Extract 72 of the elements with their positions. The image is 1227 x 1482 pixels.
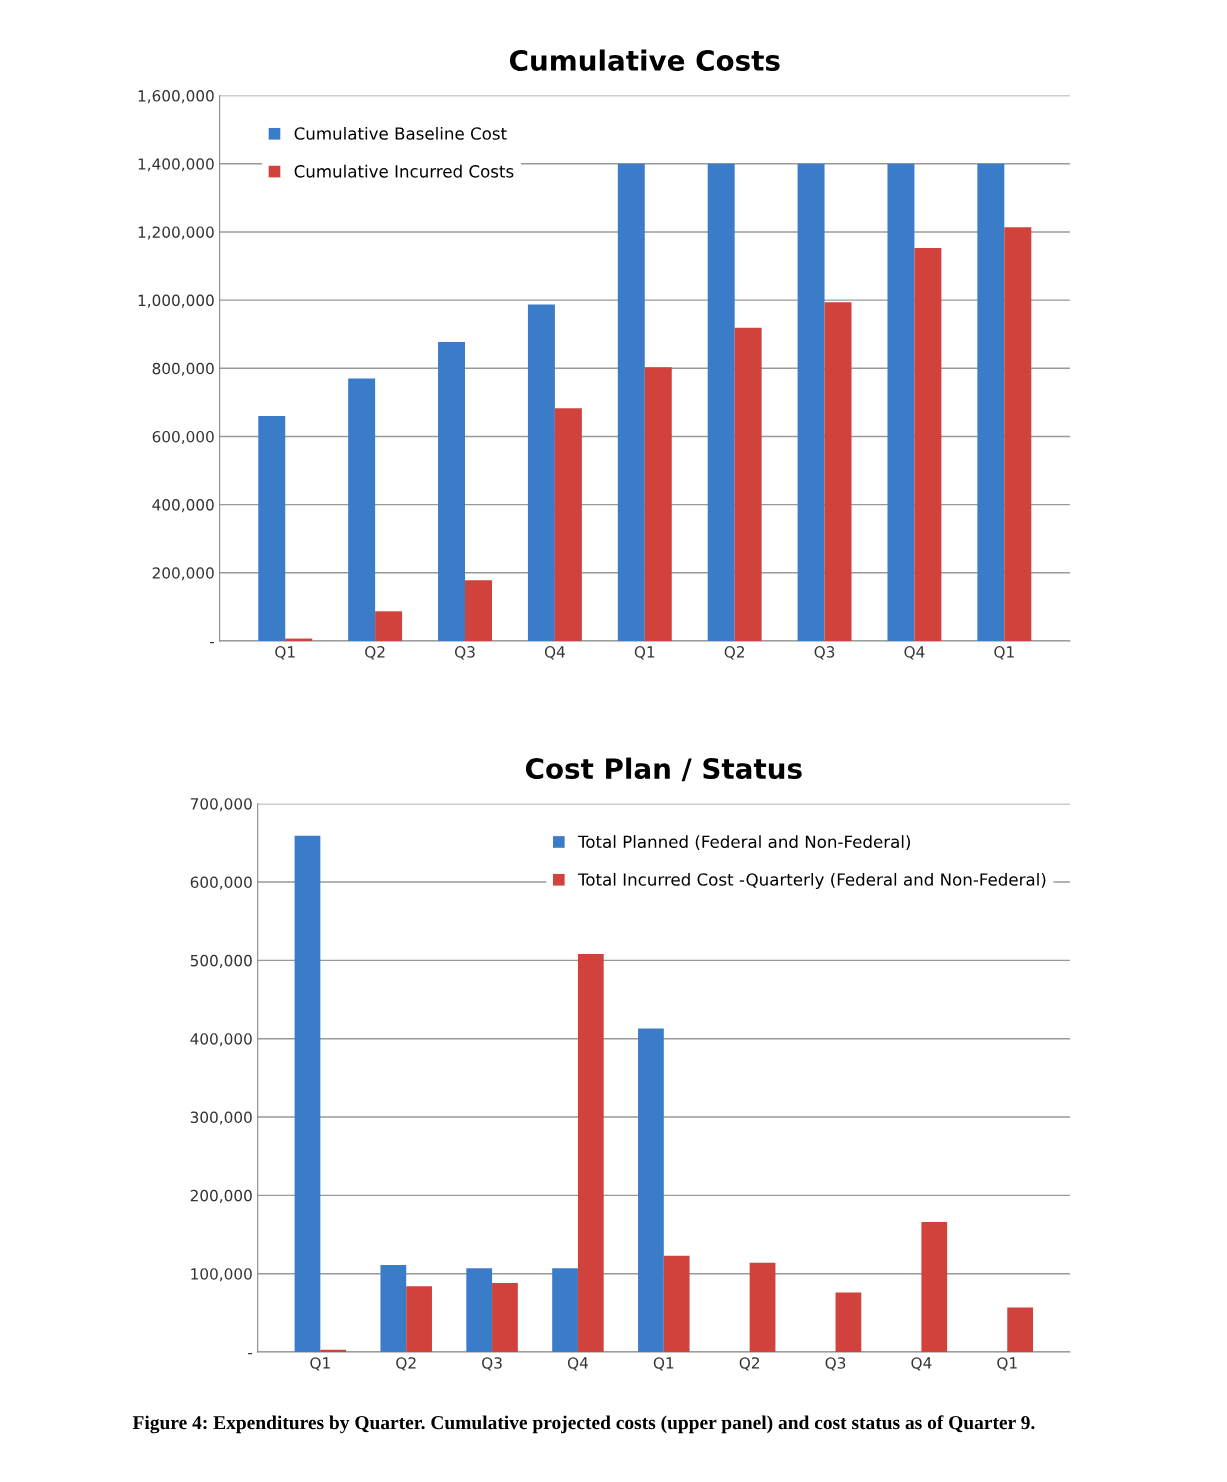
- x-tick-label: Q1: [634, 646, 655, 660]
- bar: [977, 163, 1005, 641]
- bar: [258, 416, 286, 641]
- legend-label: Total Incurred Cost -Quarterly (Federal and Non-Federal): [577, 872, 1046, 890]
- x-tick-label: Q4: [544, 646, 565, 660]
- bar: [527, 304, 555, 641]
- x-tick-label: Q1: [994, 646, 1014, 660]
- y-tick-label: 1,000,000: [138, 294, 214, 308]
- bar: [348, 378, 376, 641]
- bar: [406, 1286, 432, 1353]
- bar: [707, 163, 735, 641]
- bar: [466, 1268, 493, 1353]
- bar: [492, 1283, 518, 1353]
- x-tick-label: Q2: [365, 646, 385, 660]
- y-tick-label: 200,000: [190, 1189, 252, 1203]
- bar: [465, 580, 492, 641]
- y-tick-label: 300,000: [190, 1111, 252, 1125]
- y-tick-label: 600,000: [152, 430, 214, 445]
- y-tick-label: 100,000: [191, 1268, 252, 1282]
- y-tick-label: 1,600,000: [138, 90, 214, 104]
- bar: [835, 1292, 862, 1353]
- bar: [438, 342, 466, 641]
- bar: [749, 1262, 776, 1353]
- bar: [914, 247, 942, 641]
- bar: [294, 835, 321, 1353]
- bar: [375, 611, 403, 641]
- x-tick-label: Q4: [911, 1357, 932, 1371]
- y-tick-label: 400,000: [190, 1033, 252, 1047]
- y-tick-label: 1,400,000: [138, 158, 214, 172]
- bar: [554, 408, 582, 641]
- y-tick-label: 200,000: [152, 567, 214, 581]
- x-tick-label: Q2: [724, 646, 745, 660]
- bar: [380, 1265, 407, 1353]
- y-tick-label: 500,000: [190, 954, 252, 968]
- caption: Figure 4: Expenditures by Quarter. Cumulative projected costs (upper panel) and cost status as of Quarter 9.: [132, 1415, 1035, 1434]
- y-tick-label: 1,200,000: [138, 226, 214, 240]
- x-tick-label: Q2: [739, 1357, 760, 1371]
- bar: [663, 1255, 690, 1353]
- x-tick-label: Q3: [825, 1357, 846, 1371]
- bar: [638, 1028, 664, 1353]
- x-tick-label: Q1: [275, 646, 295, 660]
- x-tick-label: Q3: [455, 646, 475, 660]
- bar: [1007, 1307, 1034, 1353]
- x-tick-label: Q4: [904, 646, 925, 660]
- bar: [617, 163, 645, 641]
- y-tick-label: 600,000: [190, 876, 252, 890]
- bar: [577, 954, 604, 1353]
- x-tick-label: Q3: [814, 646, 835, 660]
- chart-title: Cumulative Costs: [509, 49, 780, 71]
- y-tick-label: -: [248, 1353, 253, 1355]
- x-tick-label: Q1: [997, 1357, 1017, 1371]
- legend-label: Cumulative Baseline Cost: [294, 126, 507, 140]
- x-tick-label: Q2: [396, 1357, 416, 1371]
- bar: [552, 1268, 578, 1353]
- bar: [1004, 227, 1032, 641]
- y-tick-label: 800,000: [152, 362, 214, 376]
- bar: [921, 1221, 948, 1353]
- x-tick-label: Q1: [653, 1357, 674, 1371]
- bar: [824, 302, 852, 641]
- x-tick-label: Q4: [567, 1357, 588, 1371]
- y-tick-label: 400,000: [152, 499, 214, 513]
- x-tick-label: Q1: [310, 1357, 330, 1371]
- y-tick-label: -: [210, 641, 215, 644]
- chart-title: Cost Plan / Status: [525, 757, 802, 782]
- legend-label: Total Planned (Federal and Non-Federal): [577, 835, 911, 850]
- y-tick-label: 700,000: [190, 798, 252, 812]
- bar: [887, 163, 915, 641]
- bar: [797, 163, 825, 641]
- x-tick-label: Q3: [482, 1357, 502, 1371]
- legend-label: Cumulative Incurred Costs: [294, 164, 514, 178]
- bar: [734, 327, 762, 641]
- bar: [644, 367, 672, 641]
